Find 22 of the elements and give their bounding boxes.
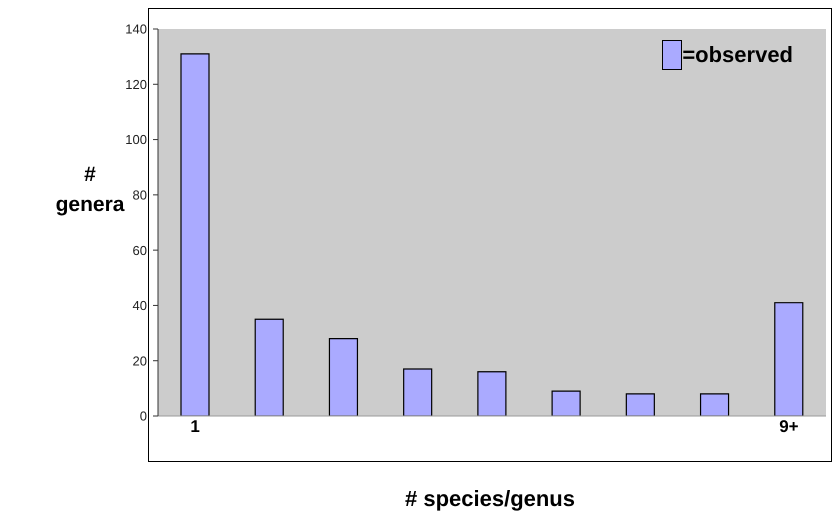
y-tick-label: 0 xyxy=(140,408,147,424)
y-tick-label: 40 xyxy=(132,298,147,314)
y-tick-label: 60 xyxy=(132,242,147,258)
bar xyxy=(180,53,210,416)
y-tick-label: 140 xyxy=(125,22,147,37)
y-tick-label: 100 xyxy=(125,132,147,148)
bar xyxy=(328,338,358,416)
bar xyxy=(403,368,432,416)
x-axis-title: # species/genus xyxy=(404,486,576,512)
y-axis-title: # genera xyxy=(54,162,126,218)
legend-label: =observed xyxy=(682,42,793,68)
x-tick-label: 9+ xyxy=(779,417,799,436)
bar xyxy=(700,393,730,416)
bar xyxy=(552,390,581,416)
bar xyxy=(477,371,506,416)
bar xyxy=(254,318,284,416)
bar xyxy=(774,302,804,416)
x-tick-label: 1 xyxy=(190,417,200,436)
y-tick-label: 20 xyxy=(132,353,147,368)
y-tick-label: 80 xyxy=(132,187,147,202)
bar xyxy=(626,393,655,416)
y-tick-label: 120 xyxy=(125,76,147,92)
